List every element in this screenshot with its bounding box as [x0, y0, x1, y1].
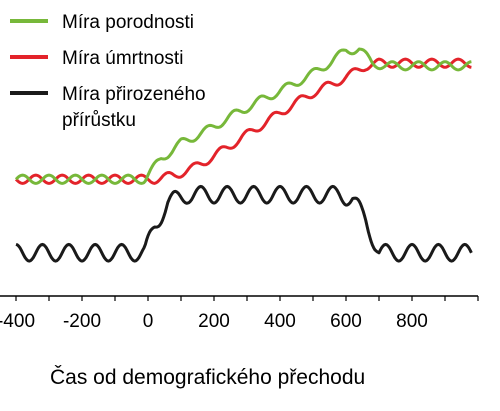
x-tick-label: 0	[143, 311, 154, 332]
legend: Míra porodnosti Míra úmrtnosti Míra přir…	[10, 12, 211, 131]
legend-label-death-rate: Míra úmrtnosti	[62, 48, 183, 69]
x-tick-label: -400	[0, 311, 35, 332]
series-line-0	[14, 47, 472, 185]
x-tick-label: 400	[264, 311, 296, 332]
x-tick-label: 600	[330, 311, 362, 332]
legend-label-natural-increase: Míra přirozeného přírůstku	[62, 84, 211, 131]
series-lines	[14, 47, 473, 263]
series-line-2	[15, 184, 473, 263]
x-axis-title: Čas od demografického přechodu	[50, 366, 365, 389]
legend-label-birth-rate: Míra porodnosti	[62, 12, 194, 33]
x-tick-label: 200	[198, 311, 230, 332]
x-tick-label: -200	[63, 311, 101, 332]
x-axis: -400 -200 0 200 400 600 800	[0, 295, 479, 332]
x-tick-label: 800	[396, 311, 428, 332]
series-line-1	[14, 57, 472, 185]
